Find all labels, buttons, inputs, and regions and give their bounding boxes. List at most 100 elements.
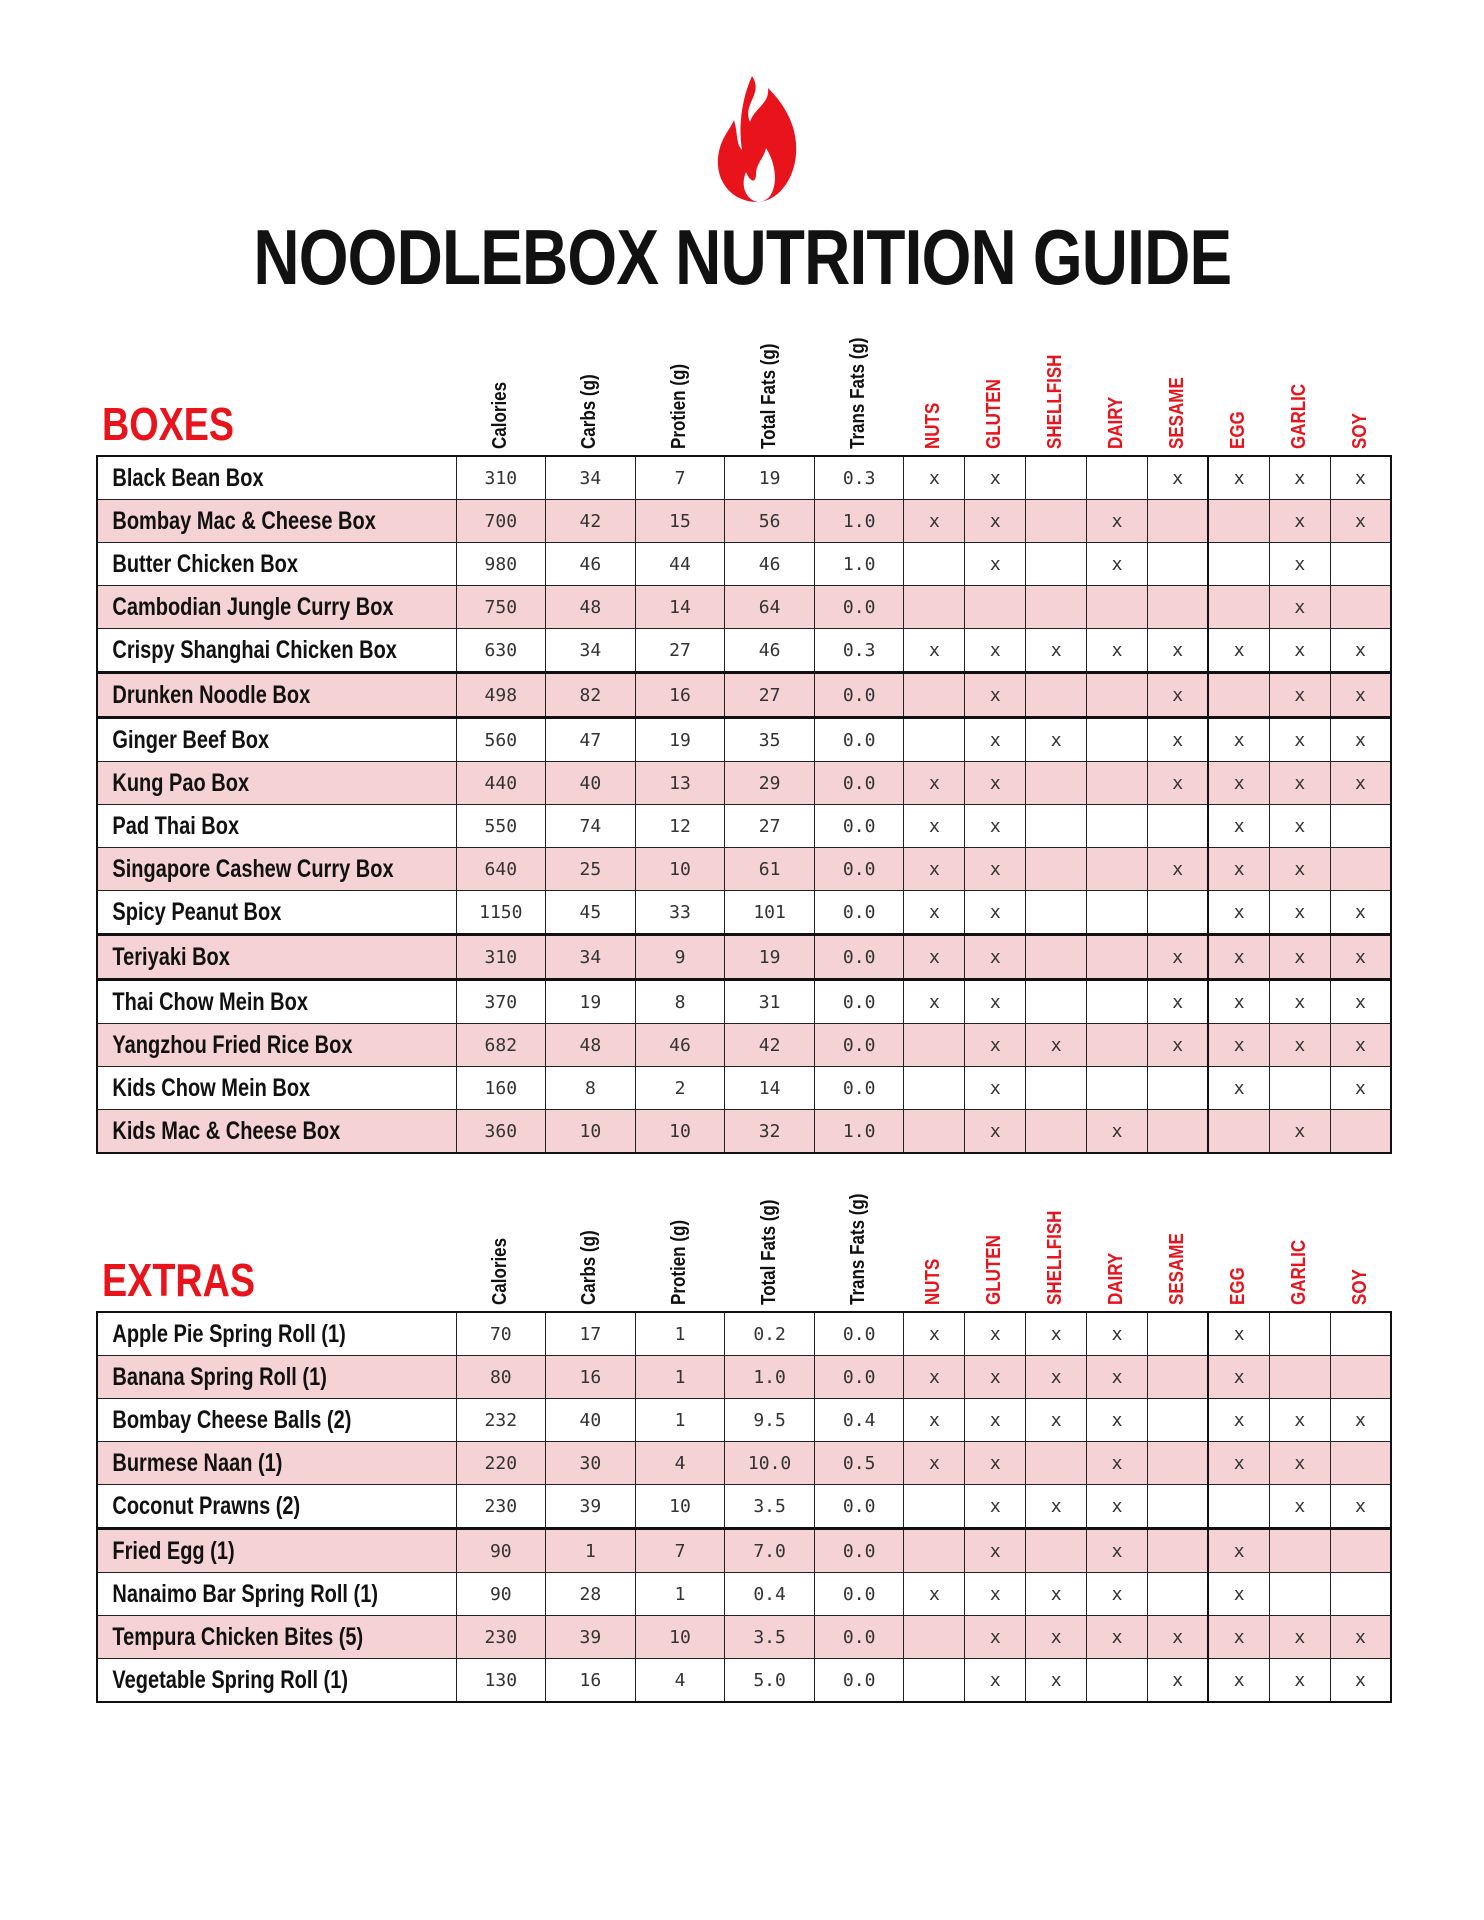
allergen-mark: x <box>1025 1398 1088 1442</box>
column-header-label: Carbs (g) <box>578 374 601 449</box>
allergen-mark: x <box>964 1528 1027 1573</box>
allergen-mark <box>1147 585 1209 629</box>
allergen-mark <box>964 585 1027 629</box>
allergen-mark: x <box>964 455 1027 500</box>
nutrition-value: 16 <box>545 1355 636 1399</box>
nutrition-value: 8 <box>634 979 726 1024</box>
nutrition-value: 2 <box>634 1066 726 1110</box>
column-header-label: Protien (g) <box>667 364 690 449</box>
allergen-mark <box>903 717 966 762</box>
nutrition-value: 46 <box>634 1023 726 1067</box>
table-row: Black Bean Box 310 34 7 19 0.3 x x x x x x <box>96 455 1392 500</box>
nutrition-value: 64 <box>724 585 815 629</box>
nutrition-value: 0.0 <box>813 1572 905 1616</box>
allergen-mark: x <box>964 1066 1027 1110</box>
nutrition-value: 19 <box>724 455 815 500</box>
allergen-mark <box>1329 1528 1392 1573</box>
column-header: DAIRY <box>1086 305 1147 455</box>
allergen-mark: x <box>1207 455 1270 500</box>
allergen-mark: x <box>1086 1572 1149 1616</box>
allergen-mark <box>1025 761 1088 805</box>
allergen-mark <box>1329 1572 1392 1616</box>
allergen-mark: x <box>1268 979 1331 1024</box>
nutrition-value: 9.5 <box>724 1398 815 1442</box>
nutrition-value: 27 <box>724 804 815 848</box>
allergen-mark: x <box>964 1311 1027 1356</box>
allergen-mark <box>1086 455 1149 500</box>
allergen-mark: x <box>1268 672 1331 718</box>
allergen-mark <box>1025 542 1088 586</box>
allergen-mark: x <box>1207 717 1270 762</box>
allergen-mark: x <box>903 499 966 543</box>
allergen-mark: x <box>903 847 966 891</box>
allergen-mark <box>903 1528 966 1573</box>
column-header-label: EGG <box>1226 1267 1249 1305</box>
column-header: NUTS <box>903 1161 964 1311</box>
nutrition-value: 47 <box>545 717 636 762</box>
allergen-mark <box>903 1023 966 1067</box>
table-row: Ginger Beef Box 560 47 19 35 0.0 x x x x x x <box>96 717 1392 762</box>
allergen-mark: x <box>1268 1441 1331 1485</box>
allergen-mark: x <box>1268 1658 1331 1703</box>
allergen-mark <box>1086 979 1149 1024</box>
nutrition-value: 3.5 <box>724 1615 815 1659</box>
allergen-mark: x <box>1147 934 1209 980</box>
column-header: Carbs (g) <box>545 305 635 455</box>
nutrition-value: 45 <box>545 890 636 935</box>
table-row: Kung Pao Box 440 40 13 29 0.0 x x x x x x <box>96 761 1392 805</box>
nutrition-value: 220 <box>455 1441 547 1485</box>
nutrition-value: 13 <box>634 761 726 805</box>
column-header: Trans Fats (g) <box>813 1161 903 1311</box>
nutrition-value: 440 <box>455 761 547 805</box>
nutrition-value: 1.0 <box>813 1109 905 1154</box>
table-row: Crispy Shanghai Chicken Box 630 34 27 46 0.3 x… <box>96 628 1392 673</box>
allergen-mark <box>1086 847 1149 891</box>
nutrition-value: 42 <box>724 1023 815 1067</box>
nutrition-value: 56 <box>724 499 815 543</box>
table-row: Bombay Cheese Balls (2) 232 40 1 9.5 0.4 x x x x x… <box>96 1398 1392 1442</box>
allergen-mark: x <box>1147 761 1209 805</box>
allergen-mark: x <box>964 890 1027 935</box>
column-header-label: Carbs (g) <box>578 1230 601 1305</box>
allergen-mark: x <box>964 804 1027 848</box>
allergen-mark: x <box>1329 1484 1392 1529</box>
allergen-mark <box>1025 1528 1088 1573</box>
table-row: Yangzhou Fried Rice Box 682 48 46 42 0.0 x x x x x… <box>96 1023 1392 1067</box>
allergen-mark <box>1147 1528 1209 1573</box>
allergen-mark: x <box>964 1441 1027 1485</box>
nutrition-value: 0.0 <box>813 717 905 762</box>
allergen-mark: x <box>903 1311 966 1356</box>
nutrition-value: 42 <box>545 499 636 543</box>
nutrition-value: 7.0 <box>724 1528 815 1573</box>
allergen-mark: x <box>1329 455 1392 500</box>
allergen-mark: x <box>1025 1311 1088 1356</box>
item-name: Ginger Beef Box <box>96 717 457 762</box>
nutrition-value: 0.0 <box>813 1311 905 1356</box>
allergen-mark: x <box>1207 1355 1270 1399</box>
nutrition-value: 8 <box>545 1066 636 1110</box>
item-name: Pad Thai Box <box>96 804 457 848</box>
allergen-mark: x <box>964 847 1027 891</box>
allergen-mark <box>1147 1572 1209 1616</box>
allergen-mark: x <box>903 1441 966 1485</box>
nutrition-value: 90 <box>455 1528 547 1573</box>
table-row: Bombay Mac & Cheese Box 700 42 15 56 1.0 x x x x x <box>96 499 1392 543</box>
allergen-mark: x <box>1025 1023 1088 1067</box>
nutrition-value: 1 <box>634 1311 726 1356</box>
column-header-label: GLUTEN <box>983 379 1006 449</box>
allergen-mark <box>1086 585 1149 629</box>
allergen-mark <box>1025 499 1088 543</box>
allergen-mark: x <box>1086 499 1149 543</box>
allergen-mark <box>903 1066 966 1110</box>
allergen-mark: x <box>1147 1023 1209 1067</box>
nutrition-value: 7 <box>634 455 726 500</box>
allergen-mark <box>1086 1023 1149 1067</box>
nutrition-value: 0.0 <box>813 804 905 848</box>
nutrition-value: 1150 <box>455 890 547 935</box>
column-header-label: SESAME <box>1166 1233 1189 1305</box>
nutrition-value: 230 <box>455 1615 547 1659</box>
section-boxes: BOXES Calories Carbs (g) Protien (g) Total F… <box>96 295 1393 1159</box>
allergen-mark <box>1207 1109 1270 1154</box>
allergen-mark: x <box>1086 1528 1149 1573</box>
nutrition-value: 0.0 <box>813 934 905 980</box>
